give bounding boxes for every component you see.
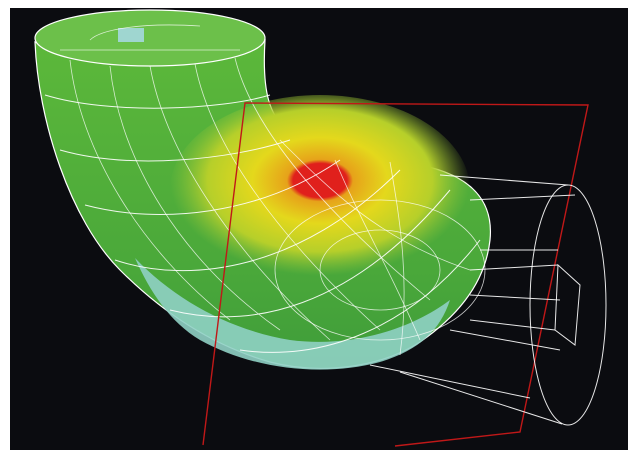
stress-hotspot bbox=[170, 95, 470, 285]
cylinder-wireframe bbox=[369, 174, 607, 426]
top-cap bbox=[34, 9, 266, 67]
mesh bbox=[44, 24, 486, 356]
cap-hole bbox=[118, 28, 144, 42]
low-stress-band bbox=[135, 258, 450, 370]
section-plane bbox=[202, 102, 589, 447]
